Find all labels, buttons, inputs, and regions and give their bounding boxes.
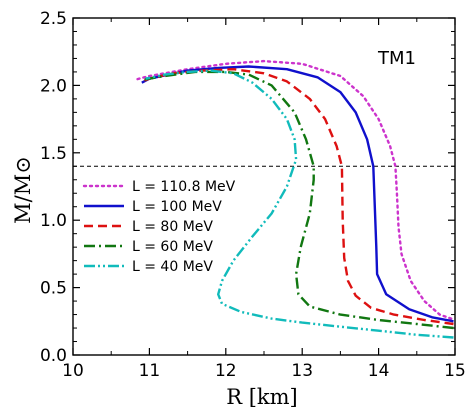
y-tick-label: 0.0 [40, 346, 67, 366]
y-tick-label: 2.5 [40, 9, 67, 29]
series-line-0 [132, 59, 453, 320]
y-tick-label: 0.5 [40, 279, 67, 299]
plot-frame [72, 17, 456, 356]
x-tick-label: 10 [62, 361, 84, 381]
legend-label-3: L = 60 MeV [132, 239, 213, 255]
series-line-4 [145, 69, 454, 339]
y-tick-label: 1.5 [40, 144, 67, 164]
x-tick-label: 13 [291, 361, 313, 381]
series-group [132, 59, 454, 339]
series-line-2 [141, 67, 454, 326]
y-axis-ticks: 0.0 0.5 1.0 1.5 2.0 2.5 [40, 9, 455, 366]
y-tick-label: 2.0 [40, 76, 67, 96]
x-tick-label: 15 [444, 361, 466, 381]
legend-label-4: L = 40 MeV [132, 259, 213, 275]
series-line-1 [141, 65, 454, 323]
legend: L = 110.8 MeV L = 100 MeV L = 80 MeV L = 60… [82, 179, 236, 275]
model-annotation: TM1 [377, 48, 416, 69]
y-tick-label: 1.0 [40, 211, 67, 231]
x-tick-label: 11 [139, 361, 161, 381]
legend-label-1: L = 100 MeV [132, 199, 222, 215]
series-line-3 [141, 70, 454, 330]
legend-label-0: L = 110.8 MeV [132, 179, 236, 195]
x-tick-label: 14 [368, 361, 390, 381]
x-axis-ticks: 10 11 12 13 14 15 [62, 18, 466, 381]
x-axis-label: R [km] [226, 385, 298, 409]
legend-label-2: L = 80 MeV [132, 219, 213, 235]
y-axis-label: M/M⊙ [11, 156, 35, 224]
x-tick-label: 12 [215, 361, 237, 381]
